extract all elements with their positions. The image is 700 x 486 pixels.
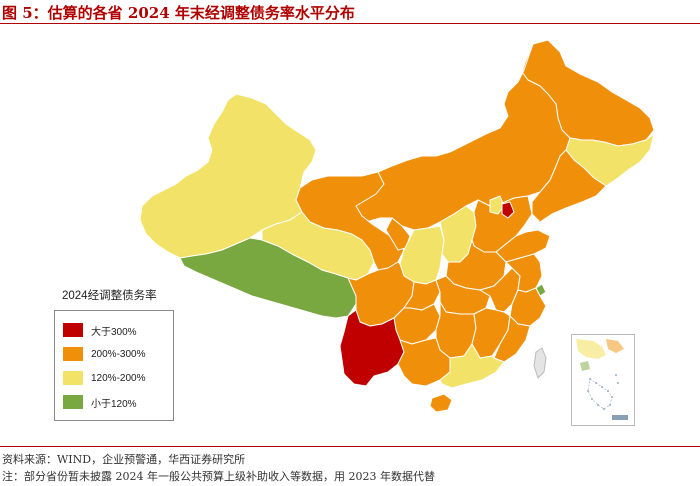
- legend-item: 大于300%: [63, 318, 173, 342]
- south-china-sea-inset-map: [576, 339, 628, 420]
- legend-label: 200%-300%: [91, 348, 146, 360]
- legend-item: 小于120%: [63, 390, 173, 414]
- footnote: 注：部分省份暂未披露 2024 年一般公共预算上级补助收入等数据，用 2023 …: [2, 470, 435, 483]
- region-hainan: [429, 393, 453, 413]
- china-map: [139, 39, 655, 413]
- region-ningxia: [385, 217, 411, 251]
- south-china-sea-inset: [571, 334, 635, 426]
- page-title: 图 5：估算的各省 2024 年末经调整债务率水平分布: [2, 4, 355, 22]
- legend: 2024经调整债务率 大于300% 200%-300% 120%-200% 小于…: [40, 287, 180, 421]
- region-fujian: [493, 315, 531, 363]
- legend-swatch: [63, 347, 83, 361]
- legend-item: 200%-300%: [63, 342, 173, 366]
- legend-swatch: [63, 371, 83, 385]
- region-taiwan: [533, 347, 547, 379]
- title-bar: 图 5：估算的各省 2024 年末经调整债务率水平分布: [0, 0, 700, 24]
- region-beijing: [489, 195, 505, 215]
- legend-label: 120%-200%: [91, 372, 146, 384]
- legend-label: 大于300%: [91, 326, 137, 338]
- region-guangdong: [439, 343, 505, 389]
- legend-swatch: [63, 323, 83, 337]
- legend-title: 2024经调整债务率: [62, 290, 157, 302]
- source-note: 资料来源：WIND，企业预警通，华西证券研究所: [2, 453, 246, 466]
- legend-label: 小于120%: [91, 398, 137, 410]
- legend-item: 120%-200%: [63, 366, 173, 390]
- region-tianjin: [501, 201, 515, 219]
- footer-divider: [0, 446, 700, 447]
- legend-swatch: [63, 395, 83, 409]
- legend-box: 大于300% 200%-300% 120%-200% 小于120%: [54, 310, 174, 421]
